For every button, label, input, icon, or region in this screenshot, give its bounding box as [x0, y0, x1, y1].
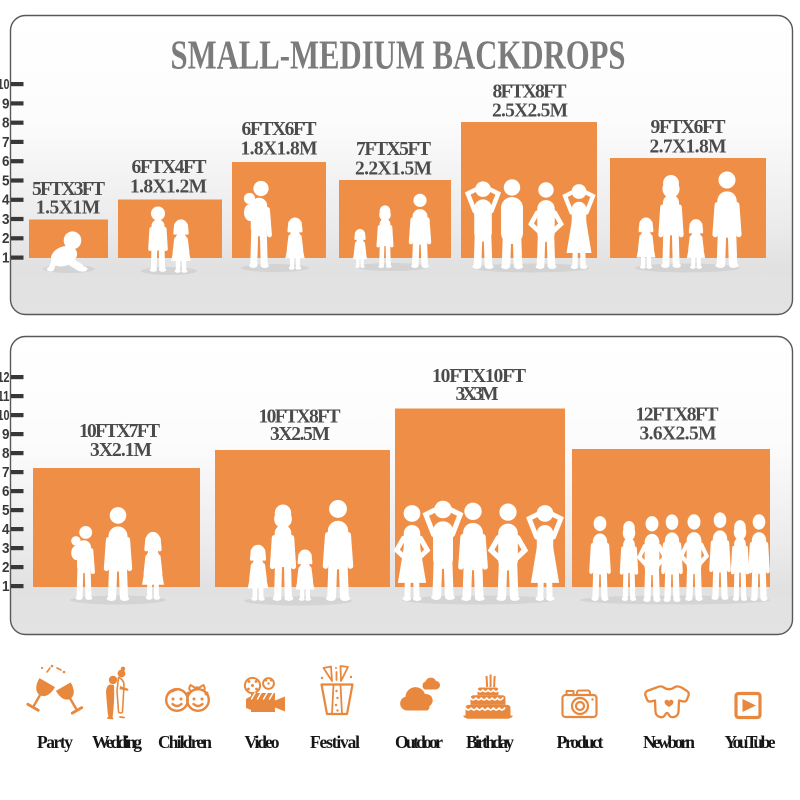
svg-text:4: 4	[2, 193, 10, 209]
svg-text:8: 8	[2, 116, 10, 132]
svg-text:1.8X1.8M: 1.8X1.8M	[241, 139, 318, 160]
svg-text:6FTX4FT: 6FTX4FT	[132, 157, 207, 178]
svg-text:2: 2	[2, 560, 10, 576]
svg-text:6FTX6FT: 6FTX6FT	[242, 119, 317, 140]
svg-text:Festival: Festival	[310, 732, 360, 752]
svg-text:7FTX5FT: 7FTX5FT	[356, 139, 431, 160]
svg-text:5FTX3FT: 5FTX3FT	[32, 179, 105, 200]
svg-text:1: 1	[2, 251, 10, 267]
svg-text:Party: Party	[37, 732, 73, 752]
svg-text:12FTX8FT: 12FTX8FT	[636, 405, 719, 426]
svg-text:3: 3	[2, 212, 10, 228]
svg-text:Birthday: Birthday	[466, 732, 514, 752]
svg-text:9: 9	[2, 427, 10, 443]
svg-text:3X2.5M: 3X2.5M	[270, 424, 330, 445]
svg-text:Outdoor: Outdoor	[395, 732, 443, 752]
svg-text:5: 5	[2, 173, 10, 189]
svg-text:3.6X2.5M: 3.6X2.5M	[640, 424, 717, 445]
svg-text:1.8X1.2M: 1.8X1.2M	[130, 177, 207, 198]
svg-text:2.5X2.5M: 2.5X2.5M	[492, 101, 568, 122]
svg-text:Wedding: Wedding	[92, 732, 142, 752]
svg-text:5: 5	[2, 503, 10, 519]
svg-text:3X2.1M: 3X2.1M	[90, 440, 152, 461]
svg-text:2.2X1.5M: 2.2X1.5M	[355, 159, 432, 180]
svg-text:SMALL-MEDIUM BACKDROPS: SMALL-MEDIUM BACKDROPS	[171, 32, 626, 78]
svg-text:1.5X1M: 1.5X1M	[36, 198, 101, 219]
svg-text:12: 12	[0, 370, 10, 386]
svg-text:3: 3	[2, 541, 10, 557]
svg-text:Newborn: Newborn	[643, 732, 695, 752]
svg-text:10: 10	[0, 408, 10, 424]
svg-text:2.7X1.8M: 2.7X1.8M	[650, 137, 727, 158]
svg-text:3X3M: 3X3M	[456, 384, 499, 405]
svg-text:Video: Video	[245, 732, 280, 752]
svg-text:8FTX8FT: 8FTX8FT	[493, 82, 567, 103]
svg-text:7: 7	[2, 465, 10, 481]
svg-text:9FTX6FT: 9FTX6FT	[651, 117, 726, 138]
svg-text:4: 4	[2, 522, 10, 538]
svg-text:10FTX8FT: 10FTX8FT	[259, 407, 341, 428]
svg-text:10FTX7FT: 10FTX7FT	[79, 421, 160, 442]
svg-text:Product: Product	[557, 732, 604, 752]
svg-text:8: 8	[2, 446, 10, 462]
svg-text:YouTube: YouTube	[725, 732, 776, 752]
svg-text:11: 11	[0, 389, 10, 405]
svg-text:6: 6	[2, 484, 10, 500]
svg-text:2: 2	[2, 231, 10, 247]
svg-text:Children: Children	[158, 732, 212, 752]
svg-text:9: 9	[2, 96, 10, 112]
svg-text:10: 10	[0, 77, 10, 93]
svg-text:7: 7	[2, 135, 10, 151]
svg-text:1: 1	[2, 579, 10, 595]
svg-text:6: 6	[2, 154, 10, 170]
svg-text:10FTX10FT: 10FTX10FT	[432, 366, 526, 387]
